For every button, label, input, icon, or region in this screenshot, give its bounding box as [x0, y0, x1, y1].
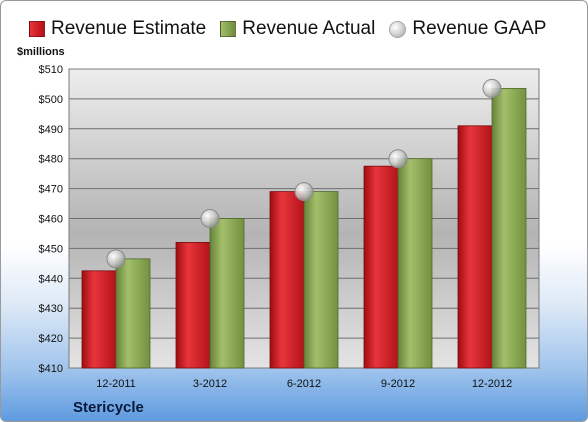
legend-label-actual: Revenue Actual	[242, 18, 376, 39]
y-tick-label: $510	[39, 64, 63, 76]
y-tick-label: $450	[39, 243, 63, 255]
gaap-marker	[388, 149, 408, 169]
y-tick-label: $440	[39, 273, 63, 285]
y-axis-ticks: $410 $420 $430 $440 $450 $460 $470 $480 $490 $500…	[39, 64, 63, 375]
x-axis-ticks: 12-2011 3-2012 6-2012 9-2012 12-2012	[96, 378, 512, 390]
bar-actual	[303, 191, 339, 369]
y-tick-label: $470	[39, 184, 63, 196]
x-tick-label: 3-2012	[193, 378, 227, 390]
gaap-marker	[294, 182, 314, 202]
legend-item-actual: Revenue Actual	[220, 18, 375, 40]
y-axis-units-label: $millions	[17, 46, 65, 58]
x-tick-label: 12-2011	[96, 378, 136, 390]
x-tick-label: 9-2012	[381, 378, 415, 390]
bar-actual	[491, 88, 527, 369]
y-tick-label: $460	[39, 214, 63, 226]
x-tick-label: 12-2012	[472, 378, 512, 390]
bars	[81, 88, 527, 369]
legend-swatch-actual	[220, 21, 237, 37]
legend-label-gaap: Revenue GAAP	[412, 18, 547, 39]
legend-swatch-estimate	[29, 21, 45, 37]
gaap-marker	[482, 78, 502, 98]
gaap-markers	[106, 78, 502, 269]
y-tick-label: $420	[39, 333, 63, 345]
x-tick-label: 6-2012	[287, 378, 321, 390]
legend-item-gaap: Revenue GAAP	[389, 18, 546, 40]
y-tick-label: $490	[39, 124, 63, 136]
legend: Revenue Estimate Revenue Actual Revenue …	[29, 18, 560, 40]
y-tick-label: $410	[39, 363, 63, 375]
bar-actual	[397, 158, 433, 369]
bar-estimate	[81, 270, 117, 369]
bar-estimate	[457, 125, 493, 369]
legend-item-estimate: Revenue Estimate	[29, 18, 206, 40]
y-tick-label: $480	[39, 154, 63, 166]
bar-actual	[209, 218, 245, 369]
y-tick-label: $430	[39, 303, 63, 315]
gaap-marker	[200, 209, 220, 228]
bar-estimate	[269, 191, 305, 369]
legend-marker-gaap	[389, 20, 407, 38]
bar-estimate	[175, 242, 211, 369]
gaap-marker	[106, 249, 126, 269]
bar-actual	[115, 258, 151, 369]
company-name: Stericycle	[73, 399, 144, 416]
legend-label-estimate: Revenue Estimate	[51, 18, 207, 39]
bar-estimate	[363, 165, 399, 369]
y-tick-label: $500	[39, 94, 63, 106]
